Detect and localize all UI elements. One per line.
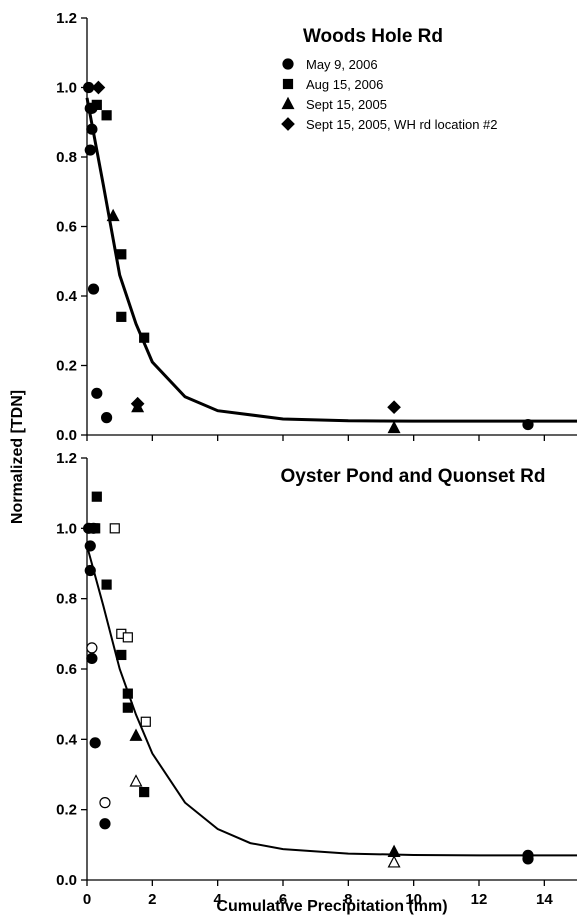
y-axis-label: Normalized [TDN] (9, 390, 26, 524)
fit-curve (86, 545, 577, 857)
data-point-square (101, 579, 112, 590)
data-point-triangle (387, 844, 401, 857)
y-tick-label: 0.8 (56, 591, 77, 608)
data-point-circle (100, 412, 113, 424)
data-point-square-open (140, 716, 151, 727)
legend-label: Aug 15, 2006 (306, 77, 383, 92)
x-tick-label: 6 (279, 891, 287, 908)
data-point-square (91, 491, 102, 502)
data-point-circle-open (99, 797, 111, 809)
data-point-triangle-open (387, 855, 401, 868)
data-point-square (122, 688, 133, 699)
y-tick-label: 0.2 (56, 358, 77, 375)
data-point-circle (89, 737, 101, 749)
y-tick-label: 1.0 (56, 80, 77, 97)
data-point-diamond (130, 396, 145, 411)
y-tick-label: 1.2 (56, 10, 77, 27)
data-point-circle-open (86, 642, 98, 654)
x-tick-label: 14 (536, 891, 553, 908)
data-point-square (116, 249, 127, 260)
data-point-triangle (129, 728, 143, 741)
y-tick-label: 0.6 (56, 661, 77, 678)
data-point-square (91, 99, 102, 110)
y-tick-label: 1.0 (56, 520, 77, 537)
x-tick-label: 4 (213, 891, 222, 908)
data-point-circle (84, 144, 96, 156)
panel-title: Woods Hole Rd (303, 26, 443, 47)
y-tick-label: 0.4 (56, 288, 78, 305)
legend-marker-diamond (281, 117, 295, 131)
x-tick-label: 12 (471, 891, 488, 908)
legend-label: Sept 15, 2005, WH rd location #2 (306, 117, 498, 132)
data-point-diamond (91, 80, 106, 95)
data-point-square-open (122, 632, 133, 643)
data-point-triangle (387, 420, 401, 434)
legend-label: Sept 15, 2005 (306, 97, 387, 112)
y-tick-label: 0.4 (56, 731, 78, 748)
y-tick-label: 0.2 (56, 802, 77, 819)
data-point-square (116, 311, 127, 322)
data-point-circle (99, 818, 111, 830)
legend-marker-triangle (281, 96, 295, 110)
y-tick-label: 0.8 (56, 149, 77, 166)
y-tick-label: 1.2 (56, 450, 77, 467)
oyster-pond-panel: 0.0 0.2 0.4 0.6 0.8 1.0 1.2 0 2 4 6 8 10 12 14 Oyster P… (56, 450, 577, 908)
data-point-triangle-open (129, 774, 143, 787)
woods-hole-panel: 0.0 0.2 0.4 0.6 0.8 1.0 1.2 Woods Hole Rd May 9,… (56, 10, 577, 444)
x-tick-label: 8 (344, 891, 352, 908)
data-point-circle (84, 564, 96, 577)
data-point-circle (86, 123, 98, 135)
data-point-square (122, 702, 133, 713)
x-axis-label: Cumulative Precipitation (mm) (216, 898, 447, 915)
x-tick-label: 2 (148, 891, 156, 908)
data-point-square (139, 786, 150, 798)
y-tick-label: 0.0 (56, 872, 77, 889)
data-point-square (139, 332, 150, 343)
x-tick-label: 0 (83, 891, 91, 908)
data-point-circle (91, 387, 103, 399)
legend-label: May 9, 2006 (306, 57, 378, 72)
y-tick-label: 0.6 (56, 219, 77, 236)
data-point-square (90, 523, 101, 534)
fit-curve (85, 97, 577, 423)
data-point-square (101, 110, 112, 121)
legend-marker-circle (282, 58, 294, 70)
y-tick-label: 0.0 (56, 427, 77, 444)
data-point-square (116, 649, 127, 661)
data-point-square-open (109, 523, 120, 534)
legend-marker-square (282, 78, 294, 90)
data-point-circle (84, 540, 96, 552)
data-point-circle (522, 418, 534, 431)
data-point-diamond (387, 400, 401, 415)
x-tick-label: 10 (405, 891, 422, 908)
data-point-triangle (106, 208, 120, 222)
data-point-circle (86, 652, 98, 665)
data-point-circle (87, 283, 100, 295)
panel-title: Oyster Pond and Quonset Rd (281, 466, 546, 487)
data-point-circle (522, 849, 534, 861)
